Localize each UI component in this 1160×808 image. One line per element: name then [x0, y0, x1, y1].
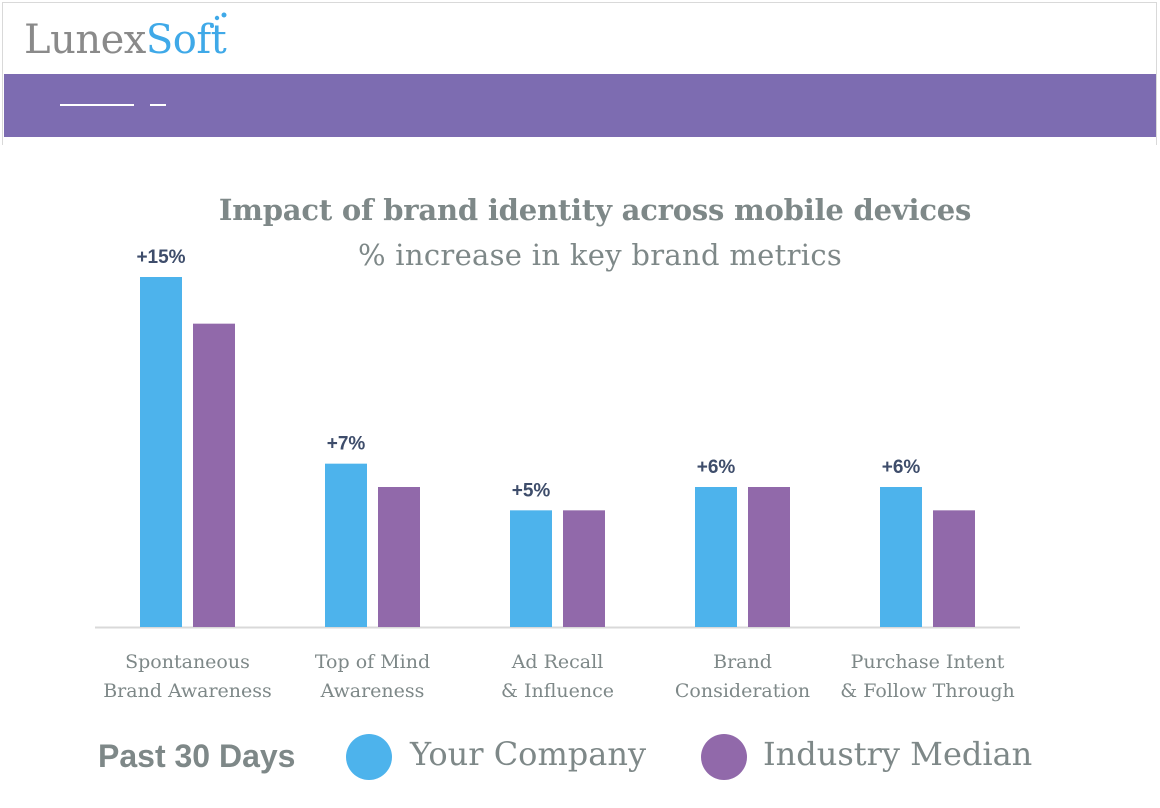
- bar-your-company-3: [510, 510, 552, 627]
- category-label-4-line-2: Consideration: [675, 680, 810, 702]
- header-frame: [2, 2, 1157, 145]
- banner-nav-line: [60, 104, 134, 106]
- category-label-3-line-1: Ad Recall: [511, 651, 604, 673]
- data-label-4: +6%: [697, 457, 736, 478]
- bar-industry-median-1: [193, 323, 235, 627]
- data-label-1: +15%: [136, 247, 185, 268]
- logo-text-part1: Lunex: [24, 17, 146, 63]
- banner-nav-dash: [150, 104, 166, 106]
- bar-industry-median-4: [748, 487, 790, 627]
- legend-swatch-industry-median: [701, 734, 747, 780]
- legend-label-industry-median: Industry Median: [763, 735, 1033, 773]
- data-label-3: +5%: [512, 480, 551, 501]
- logo-dots-icon: [210, 12, 227, 28]
- bar-industry-median-5: [933, 510, 975, 627]
- data-label-5: +6%: [882, 457, 921, 478]
- bar-industry-median-2: [378, 487, 420, 627]
- chart-subtitle: % increase in key brand metrics: [357, 238, 843, 272]
- header-banner: [4, 74, 1156, 137]
- legend-swatch-your-company: [346, 734, 392, 780]
- bar-your-company-5: [880, 487, 922, 627]
- category-label-5-line-2: & Follow Through: [840, 680, 1015, 702]
- bar-your-company-1: [140, 277, 182, 627]
- category-label-3-line-2: & Influence: [501, 680, 614, 702]
- legend-title: Past 30 Days: [98, 738, 296, 774]
- bar-industry-median-3: [563, 510, 605, 627]
- category-label-1-line-1: Spontaneous: [125, 651, 250, 673]
- category-label-5-line-1: Purchase Intent: [851, 651, 1005, 673]
- chart-title: Impact of brand identity across mobile d…: [218, 193, 972, 227]
- bar-chart: +15% Spontaneous Brand Awareness +7% Top of …: [95, 247, 1020, 702]
- legend-label-your-company: Your Company: [410, 735, 647, 773]
- bar-your-company-4: [695, 487, 737, 627]
- bar-your-company-2: [325, 463, 367, 627]
- category-label-2-line-2: Awareness: [320, 680, 425, 702]
- category-label-1-line-2: Brand Awareness: [103, 680, 272, 702]
- data-label-2: +7%: [327, 434, 366, 455]
- category-label-2-line-1: Top of Mind: [315, 651, 430, 673]
- category-label-4-line-1: Brand: [713, 651, 772, 673]
